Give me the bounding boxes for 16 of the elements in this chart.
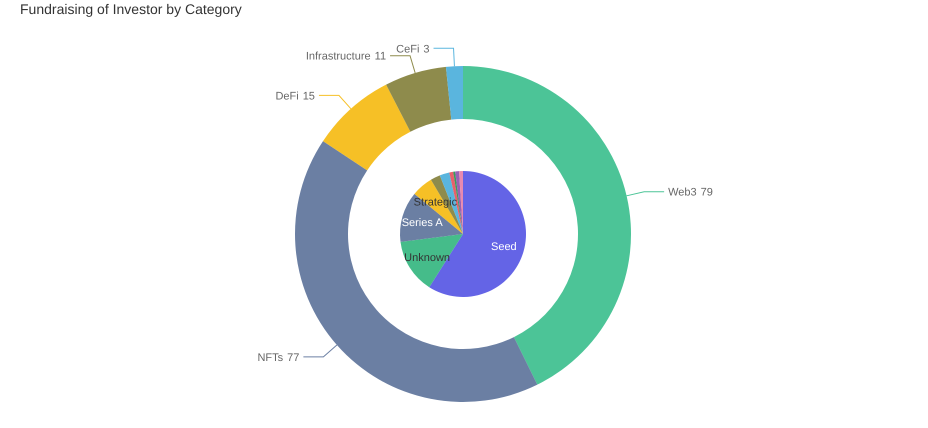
data-label: 77 (287, 352, 300, 364)
slice-label: Web3 (668, 186, 697, 199)
data-label: 3 (423, 43, 430, 56)
slice-label: Infrastructure (306, 50, 371, 63)
donut-slice (323, 84, 410, 170)
data-label: 11 (374, 50, 386, 63)
slice-label: NFTs (257, 352, 284, 364)
slice-label: Strategic (414, 196, 458, 209)
text: Fundraising of Investor by Category (20, 1, 242, 17)
slice-label: CeFi (396, 43, 420, 56)
data-label: 15 (302, 90, 315, 102)
data-label: 79 (700, 186, 713, 199)
slice-label: Series A (402, 217, 444, 230)
pie-slice (400, 234, 463, 288)
slice-label: Seed (490, 240, 517, 253)
slice-label: DeFi (275, 90, 299, 102)
